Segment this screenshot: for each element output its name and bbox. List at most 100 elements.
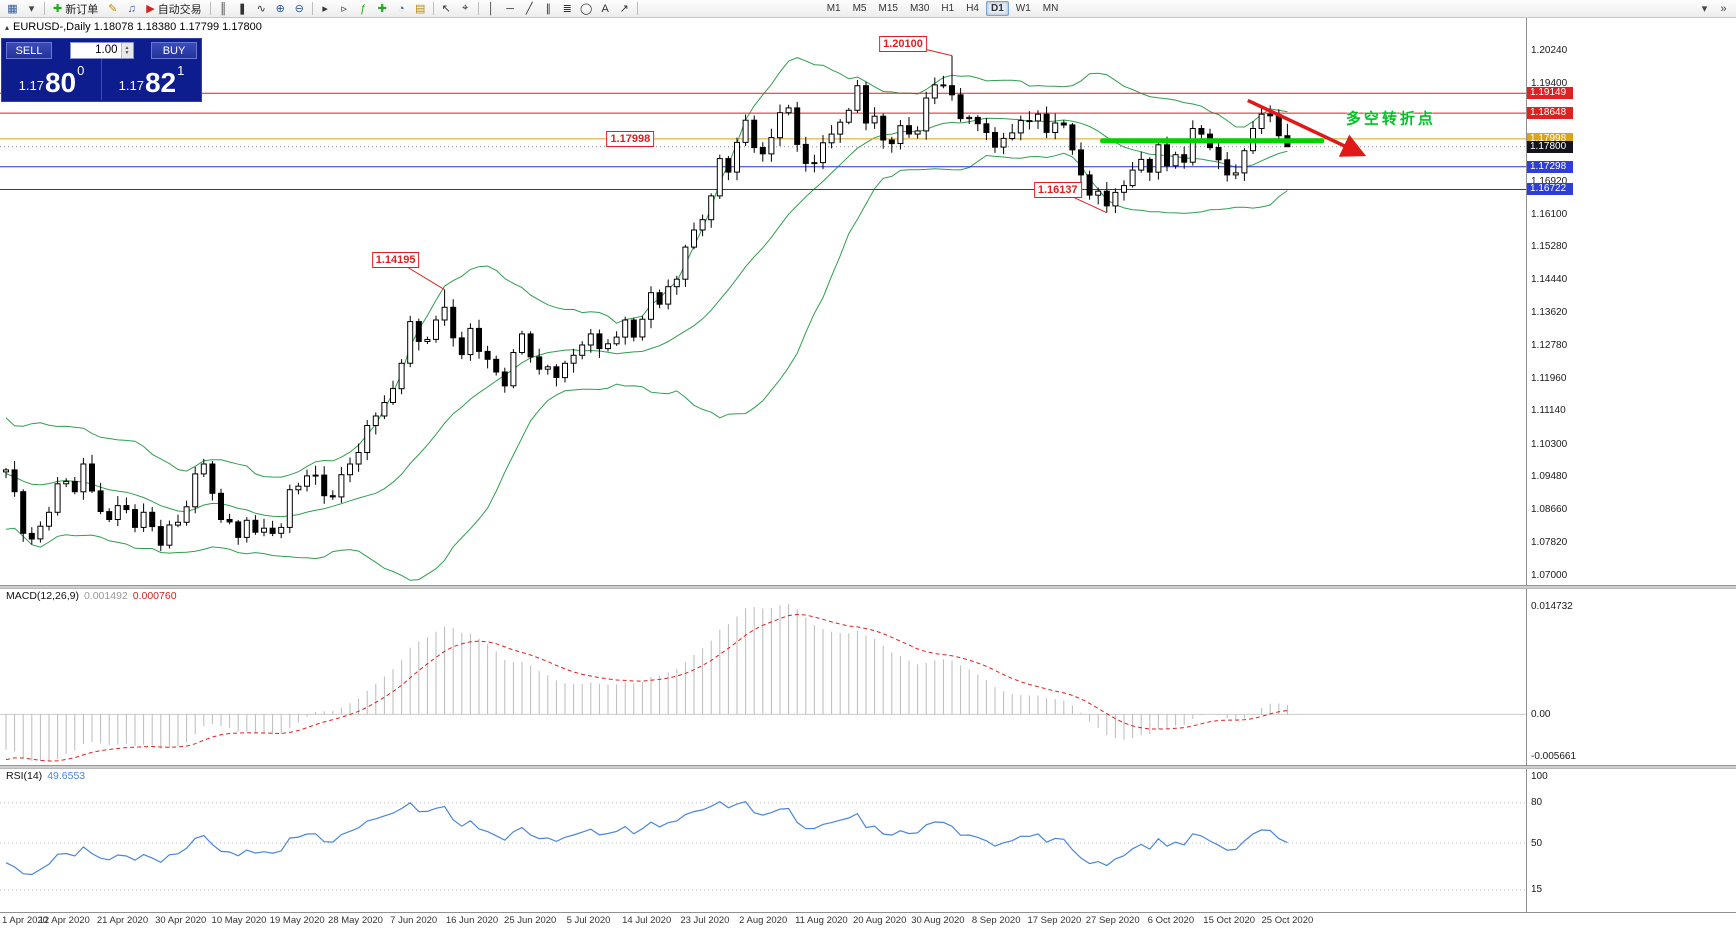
date-axis-label[interactable]: 16 Jun 2020 (445, 915, 499, 926)
price-axis-label[interactable]: 1.12780 (1531, 340, 1568, 352)
trendline-icon[interactable]: ╱ (525, 3, 533, 15)
date-axis-label[interactable]: 21 Apr 2020 (96, 915, 149, 926)
price-axis-tag[interactable]: 1.19149 (1527, 87, 1573, 100)
volume-input[interactable]: 1.00 ▲ ▼ (69, 42, 134, 59)
profiles-icon[interactable]: ▾ (28, 3, 35, 15)
chart-shift-icon[interactable]: ▹ (341, 3, 347, 15)
macd-axis-label[interactable]: -0.005661 (1531, 750, 1577, 762)
date-axis-label[interactable]: 20 Aug 2020 (853, 915, 907, 926)
date-axis-label[interactable]: 30 Apr 2020 (155, 915, 207, 926)
metaeditor-icon[interactable]: ✎ (108, 3, 118, 15)
line-chart-icon[interactable]: ∿ (256, 3, 266, 15)
timeframe-h4[interactable]: H4 (966, 3, 979, 14)
zoom-out-icon[interactable]: ⊖ (294, 3, 304, 15)
periods-icon[interactable]: ◔ (397, 2, 405, 15)
rsi-panel-splitter[interactable] (0, 765, 1736, 769)
price-axis-tag[interactable]: 1.18648 (1527, 107, 1573, 120)
date-axis-label[interactable]: 5 Jul 2020 (566, 915, 611, 926)
rsi-axis-label[interactable]: 100 (1531, 770, 1548, 782)
timeframe-d1[interactable]: D1 (986, 1, 1009, 16)
date-axis-label[interactable]: 25 Oct 2020 (1261, 915, 1314, 926)
date-axis-label[interactable]: 27 Sep 2020 (1085, 915, 1140, 926)
fibonacci-icon[interactable]: ≣ (562, 3, 572, 15)
timeframe-h1[interactable]: H1 (941, 3, 955, 14)
date-axis-label[interactable]: 23 Jul 2020 (680, 915, 730, 926)
pivot-annotation-text[interactable]: 多空转折点 (1345, 110, 1436, 128)
auto-scroll-icon[interactable]: ▸ (322, 3, 328, 15)
date-axis-label[interactable]: 12 Apr 2020 (38, 915, 90, 926)
zoom-in-icon[interactable]: ⊕ (275, 3, 285, 15)
date-axis-label[interactable]: 7 Jun 2020 (390, 915, 438, 926)
price-axis-label[interactable]: 1.15280 (1531, 241, 1568, 253)
price-axis-label[interactable]: 1.16920 (1531, 176, 1568, 188)
date-axis-label[interactable]: 19 May 2020 (269, 915, 325, 926)
price-axis-label[interactable]: 1.08660 (1531, 503, 1568, 515)
price-axis-label[interactable]: 1.11140 (1531, 405, 1566, 417)
timeframe-mn[interactable]: MN (1042, 3, 1059, 14)
volume-value[interactable]: 1.00 (95, 44, 118, 56)
price-callout[interactable]: 1.16137 (1033, 182, 1082, 199)
rsi-axis-label[interactable]: 80 (1531, 797, 1543, 809)
price-callout[interactable]: 1.14195 (371, 252, 420, 269)
buy-button[interactable]: BUY (151, 42, 197, 59)
timeframe-w1[interactable]: W1 (1015, 3, 1031, 14)
arrows-icon[interactable]: ↗ (619, 3, 629, 15)
one-click-toggle-icon[interactable]: ▴ (5, 23, 10, 32)
vertical-line-icon[interactable]: │ (487, 2, 495, 15)
sell-button[interactable]: SELL (6, 42, 52, 59)
date-axis-label[interactable]: 30 Aug 2020 (911, 915, 965, 926)
alerts-icon[interactable]: ♫ (127, 2, 136, 15)
spinner-down-icon[interactable]: ▼ (124, 49, 130, 56)
date-axis-label[interactable]: 10 May 2020 (211, 915, 267, 926)
date-axis-label[interactable]: 1 Apr 2020 (2, 915, 48, 926)
horizontal-line-icon[interactable]: ─ (506, 2, 515, 15)
volume-spinner[interactable]: ▲ ▼ (120, 43, 133, 58)
price-callout[interactable]: 1.17998 (606, 130, 655, 147)
price-axis-label[interactable]: 1.13620 (1531, 307, 1568, 318)
rsi-axis-label[interactable]: 50 (1531, 837, 1543, 849)
indicators-icon[interactable]: ƒ (360, 2, 367, 15)
price-callout[interactable]: 1.20100 (879, 36, 927, 53)
date-axis-label[interactable]: 28 May 2020 (328, 915, 383, 926)
new-order-button[interactable]: ✚ 新订单 (48, 1, 103, 17)
cursor-icon[interactable]: ↖ (441, 3, 451, 15)
add-indicator-icon[interactable]: ✚ (377, 3, 387, 15)
trend-arrow-object[interactable] (1247, 98, 1367, 157)
price-axis-label[interactable]: 1.16100 (1531, 208, 1568, 220)
sell-price[interactable]: 1.17 80 0 (2, 59, 102, 100)
date-axis-label[interactable]: 15 Oct 2020 (1203, 915, 1256, 926)
timeframe-m15[interactable]: M15 (878, 3, 898, 14)
price-axis-label[interactable]: 1.14440 (1531, 274, 1568, 286)
price-axis-label[interactable]: 1.07820 (1531, 536, 1568, 548)
price-axis-label[interactable]: 1.09480 (1531, 471, 1568, 483)
date-axis-label[interactable]: 14 Jul 2020 (622, 915, 672, 926)
date-axis-label[interactable]: 8 Sep 2020 (971, 915, 1021, 926)
price-axis-tag[interactable]: 1.17298 (1527, 160, 1573, 173)
date-axis-label[interactable]: 17 Sep 2020 (1027, 915, 1082, 926)
macd-axis-label[interactable]: 0.014732 (1531, 600, 1573, 612)
date-axis-label[interactable]: 2 Aug 2020 (739, 915, 788, 926)
timeframe-m30[interactable]: M30 (909, 3, 930, 14)
date-axis-label[interactable]: 25 Jun 2020 (504, 915, 557, 926)
price-axis-label[interactable]: 1.11960 (1531, 372, 1567, 384)
bar-chart-icon[interactable]: ║ (219, 2, 228, 15)
shapes-icon[interactable]: ◯ (580, 3, 593, 15)
date-axis-label[interactable]: 6 Oct 2020 (1147, 915, 1195, 926)
price-axis-label[interactable]: 1.07000 (1531, 569, 1568, 581)
text-icon[interactable]: A (601, 2, 609, 15)
spinner-up-icon[interactable]: ▲ (124, 44, 130, 51)
candlestick-chart-icon[interactable]: ❚ (237, 3, 247, 15)
price-axis-label[interactable]: 1.19400 (1531, 77, 1568, 89)
crosshair-icon[interactable]: ⌖ (462, 2, 469, 14)
channel-icon[interactable]: ∥ (545, 3, 551, 15)
macd-panel-splitter[interactable] (0, 585, 1736, 589)
autotrading-button[interactable]: ▶ 自动交易 (141, 1, 206, 17)
price-axis-tag[interactable]: 1.17800 (1527, 140, 1573, 153)
toolbar-expand-icon[interactable]: » (1720, 2, 1727, 15)
date-axis-label[interactable]: 11 Aug 2020 (795, 915, 848, 926)
timeframe-m1[interactable]: M1 (826, 3, 841, 14)
new-chart-icon[interactable]: ▦ (7, 3, 18, 15)
rsi-axis-label[interactable]: 15 (1531, 884, 1543, 896)
price-axis-tag[interactable]: 1.16722 (1527, 183, 1573, 196)
